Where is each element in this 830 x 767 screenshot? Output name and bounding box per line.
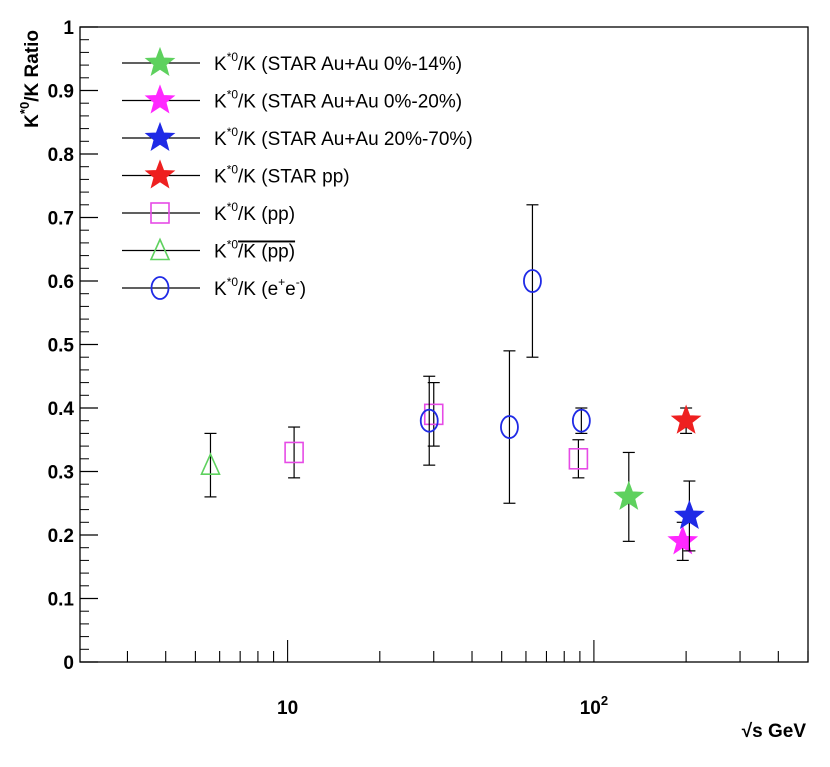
- legend-label-rest: /K (STAR pp): [238, 167, 350, 188]
- legend-label-rest: /K (e: [238, 279, 278, 300]
- y-axis-title-sup: *0: [17, 102, 32, 114]
- legend-label-main: K: [214, 167, 227, 188]
- legend-label: K*0/K (STAR Au+Au 20%-70%): [214, 125, 473, 150]
- legend-marker-star: [144, 121, 176, 152]
- data-point-star: [674, 499, 705, 530]
- data-point-star: [613, 480, 645, 510]
- y-tick-label: 0.5: [48, 336, 75, 357]
- legend-label-rest: /K (pp): [238, 242, 295, 263]
- x-tick-base: 10: [580, 698, 601, 719]
- data-point-triangle: [200, 452, 221, 475]
- y-tick-label: 1: [63, 18, 74, 39]
- legend-label: K*0/K (pp): [214, 238, 295, 263]
- x-tick-label: 10: [277, 698, 298, 719]
- data-point-star: [667, 525, 699, 555]
- data-point-square: [284, 441, 304, 464]
- x-tick-base: 10: [277, 698, 298, 719]
- data-point-square: [423, 403, 444, 426]
- data-point-circle: [419, 408, 439, 433]
- legend-label-rest2: e: [285, 279, 296, 300]
- legend-marker-star: [144, 84, 176, 114]
- y-tick-label: 0.8: [48, 145, 74, 166]
- legend-label: K*0/K (e+e-): [214, 275, 306, 300]
- legend-label-main: K: [214, 204, 227, 225]
- legend-marker-star: [144, 46, 176, 77]
- legend-marker-circle: [150, 276, 170, 300]
- legend-label-rest: /K (STAR Au+Au 20%-70%): [238, 129, 473, 150]
- legend-label-rest: /K (STAR Au+Au 0%-20%): [238, 92, 462, 113]
- legend-label-sup2: +: [278, 275, 285, 289]
- legend-marker-star: [144, 159, 176, 189]
- legend-label-sup: *0: [227, 238, 239, 252]
- y-tick-label: 0.3: [48, 463, 74, 484]
- legend-label-main: K: [214, 92, 227, 113]
- data-point-circle: [523, 269, 542, 293]
- legend-label-main: K: [214, 242, 227, 263]
- legend-label-main: K: [214, 54, 227, 75]
- y-axis-title: K*0/K Ratio: [17, 30, 43, 128]
- y-axis-title-rest: /K Ratio: [22, 30, 43, 102]
- x-tick-label: 102: [580, 693, 608, 719]
- legend-label-sup: *0: [227, 200, 239, 214]
- legend-label-sup: *0: [227, 50, 239, 64]
- legend-label-sup: *0: [227, 88, 239, 102]
- legend-label: K*0/K (STAR pp): [214, 163, 350, 188]
- data-point-circle: [500, 415, 519, 439]
- legend-label: K*0/K (pp): [214, 200, 295, 225]
- legend-label-rest: /K (pp): [238, 204, 295, 225]
- legend-label-sup: *0: [227, 275, 239, 289]
- data-point-star: [670, 404, 702, 434]
- data-point-square: [568, 447, 589, 470]
- data-point-circle: [571, 408, 591, 433]
- plot-frame: [79, 26, 809, 663]
- y-tick-label: 0.9: [48, 82, 74, 103]
- y-tick-label: 0.4: [48, 399, 75, 420]
- legend-marker-triangle: [149, 237, 171, 261]
- x-tick-exp: 2: [601, 693, 608, 708]
- legend-label: K*0/K (STAR Au+Au 0%-14%): [214, 50, 462, 75]
- y-tick-label: 0: [63, 653, 74, 674]
- legend-label-main: K: [214, 129, 227, 150]
- legend-label-rest3: ): [300, 279, 306, 300]
- y-tick-label: 0.2: [48, 526, 74, 547]
- x-axis-title: √s GeV: [742, 721, 807, 742]
- legend-label-sup: *0: [227, 125, 239, 139]
- legend-label-sup3: -: [296, 275, 300, 289]
- y-tick-label: 0.7: [48, 209, 74, 230]
- legend-label-main: K: [214, 279, 227, 300]
- y-tick-label: 0.6: [48, 272, 74, 293]
- legend-label: K*0/K (STAR Au+Au 0%-20%): [214, 88, 462, 113]
- legend-marker-square: [150, 202, 170, 224]
- y-tick-label: 0.1: [48, 590, 75, 611]
- y-axis-title-main: K: [22, 114, 43, 128]
- legend-label-sup: *0: [227, 163, 239, 177]
- legend-label-rest: /K (STAR Au+Au 0%-14%): [238, 54, 462, 75]
